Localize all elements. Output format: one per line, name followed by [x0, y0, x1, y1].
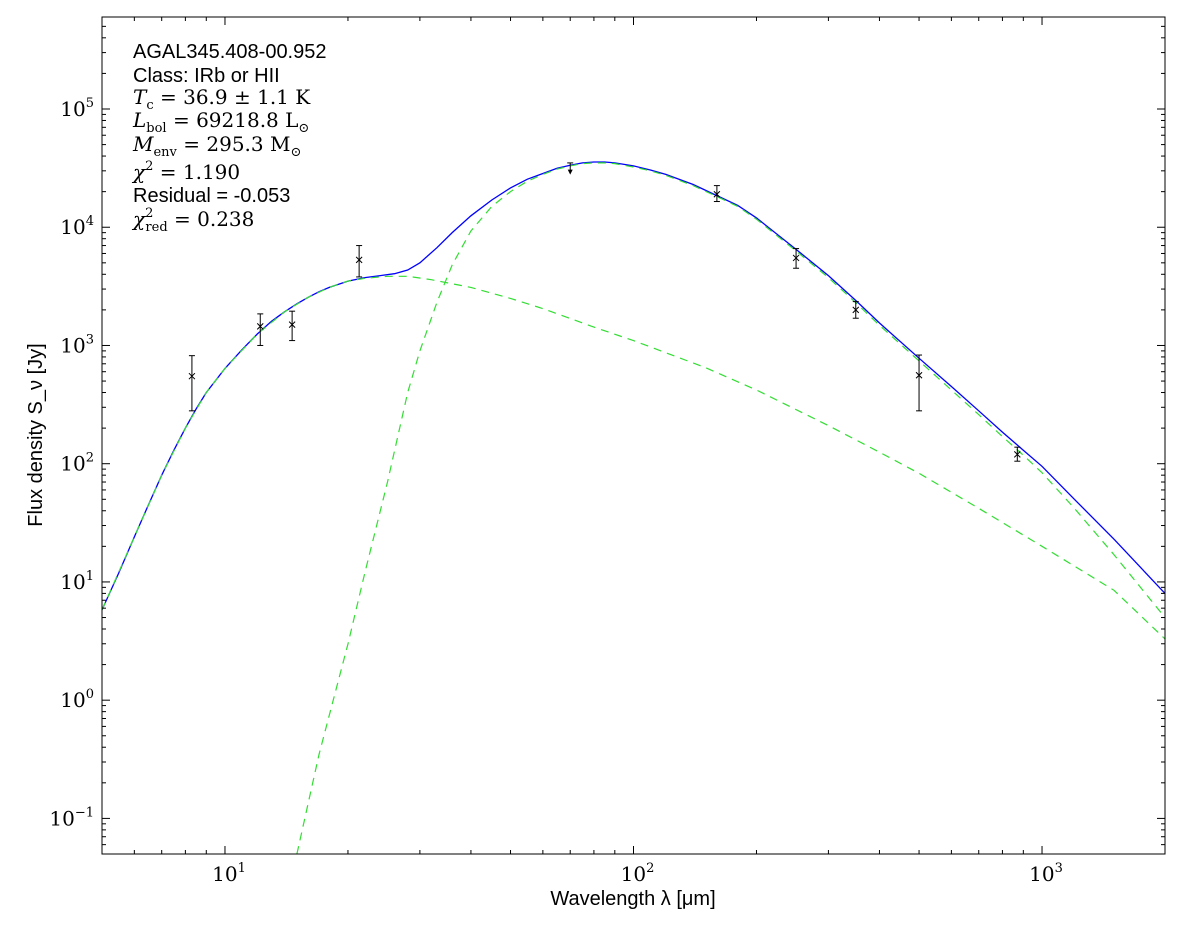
series-total-fit [102, 161, 1165, 611]
data-point [188, 355, 196, 412]
y-tick-label: 10−1 [49, 805, 94, 830]
fit-annotations: AGAL345.408-00.952 Class: IRb or HII Tc … [131, 41, 327, 235]
source-name: AGAL345.408-00.952 [133, 41, 327, 63]
menv-annotation: Menv = 295.3 M⊙ [132, 132, 301, 160]
class-label: Class: IRb or HII [133, 65, 280, 87]
tc-annotation: Tc = 36.9 ± 1.1 K [133, 85, 311, 113]
x-tick-label: 102 [621, 861, 655, 886]
residual-annotation: Residual = -0.053 [133, 185, 290, 207]
upper-limit-arrow [567, 169, 573, 175]
y-tick-label: 103 [60, 332, 94, 357]
data-point [355, 245, 363, 278]
point-marker [852, 306, 860, 314]
y-tick-label: 101 [60, 569, 94, 594]
data-point [713, 185, 721, 203]
y-tick-label: 105 [60, 96, 94, 121]
data-point [915, 354, 923, 412]
point-marker [713, 190, 721, 198]
data-point [288, 310, 296, 342]
data-point [256, 313, 264, 346]
data-point [792, 248, 800, 269]
series-warm-component [102, 275, 1165, 640]
y-tick-label: 100 [60, 687, 94, 712]
y-tick-label: 102 [60, 451, 94, 476]
y-tick-label: 104 [60, 214, 94, 239]
x-axis-label: Wavelength λ [μm] [550, 888, 715, 910]
point-marker [915, 371, 923, 379]
point-marker [792, 254, 800, 262]
data-point [852, 301, 860, 319]
point-marker [188, 372, 196, 380]
point-marker [355, 256, 363, 264]
lbol-annotation: Lbol = 69218.8 L⊙ [132, 108, 309, 136]
data-point [567, 162, 574, 175]
x-tick-label: 103 [1029, 861, 1063, 886]
chi2-annotation: χ2 = 1.190 [131, 159, 240, 184]
chi2red-annotation: χ2 red = 0.238 [131, 206, 254, 235]
axis-ticks: 101 102 103 10−1 100 101 102 103 104 105 [49, 16, 1166, 886]
fit-curves [102, 161, 1165, 854]
x-tick-label: 101 [212, 861, 246, 886]
series-cold-component [296, 162, 1165, 854]
point-marker [256, 323, 264, 330]
measurements [188, 162, 1021, 462]
point-marker [1013, 450, 1021, 458]
point-marker [288, 321, 296, 329]
data-point [1013, 446, 1021, 462]
y-axis-label: Flux density S_ν [Jy] [25, 343, 47, 526]
